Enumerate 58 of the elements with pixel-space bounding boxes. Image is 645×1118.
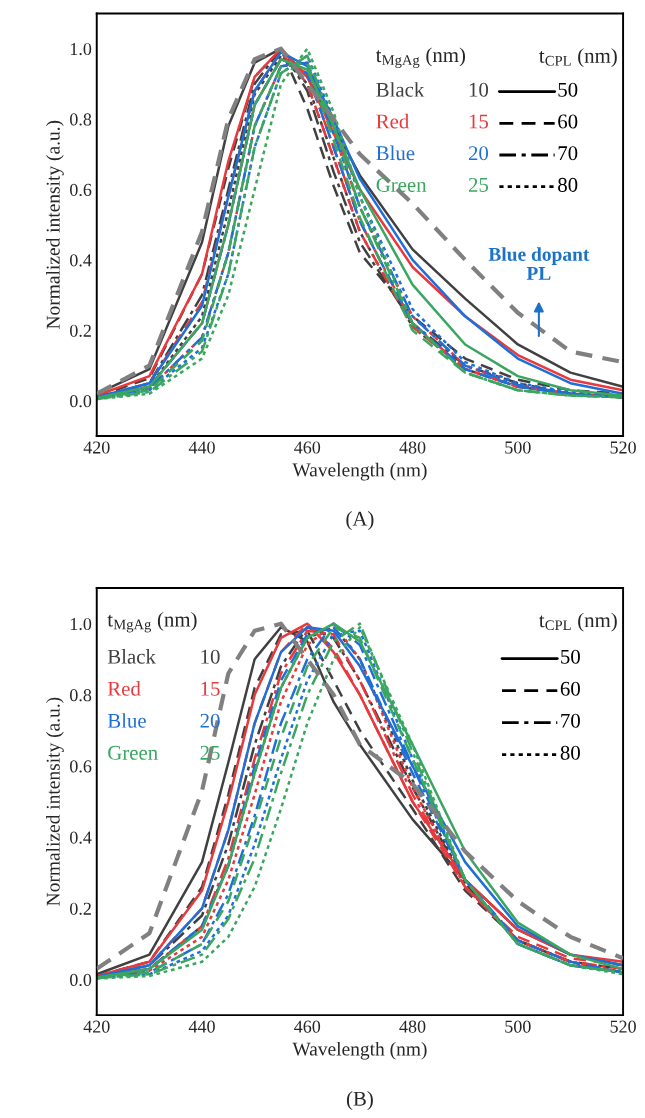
annotation: 15: [469, 114, 489, 129]
annotation: Green: [376, 177, 427, 192]
y-tick-label: 0.0: [70, 973, 92, 987]
y-tick-label: 0.4: [70, 831, 92, 844]
annotation: Blue dopant PL: [488, 247, 590, 280]
y-tick-label: 0.8: [70, 113, 92, 126]
y-tick-label: 1.0: [70, 42, 92, 56]
annotation: 20: [468, 146, 489, 161]
y-axis-title: Normalized intensity (a.u.): [46, 697, 64, 906]
x-axis-title: Wavelength (nm): [292, 1041, 427, 1060]
y-tick-label: 0.6: [70, 760, 92, 773]
text: (B): [346, 1091, 373, 1111]
annotation: 15: [201, 681, 220, 696]
y-tick-label: 0.8: [70, 689, 92, 702]
y-axis-title: Normalized intensity (a.u.): [46, 120, 64, 329]
x-tick-label: 480: [399, 1020, 426, 1033]
annotation: 60: [560, 681, 580, 696]
annotation: t$_{CPL}$ (nm): [539, 48, 617, 68]
x-tick-label: 420: [83, 1020, 110, 1033]
x-tick-label: 520: [610, 1020, 636, 1033]
annotation: Red: [107, 681, 141, 696]
y-tick-label: 0.6: [70, 183, 92, 197]
annotation: Blue: [107, 713, 146, 728]
annotation: 80: [560, 745, 580, 760]
x-tick-label: 420: [83, 441, 110, 454]
annotation: t$_{MgAg}$ (nm): [107, 611, 197, 633]
y-tick-label: 0.0: [70, 395, 92, 408]
annotation: 60: [558, 114, 578, 129]
x-tick-label: 440: [188, 1020, 215, 1033]
annotation: Black: [107, 649, 156, 664]
y-tick-label: 0.4: [70, 254, 92, 267]
annotation: 80: [558, 177, 578, 192]
text: (A): [346, 511, 374, 530]
annotation: 50: [561, 649, 580, 664]
annotation: 10: [469, 82, 489, 97]
annotation: 70: [558, 146, 578, 161]
x-tick-label: 440: [188, 441, 215, 454]
x-tick-label: 480: [399, 441, 426, 454]
annotation: 50: [558, 82, 578, 97]
x-tick-label: 500: [505, 441, 531, 454]
annotation: 25: [468, 177, 489, 192]
annotation: Green: [108, 745, 158, 760]
annotation: Blue: [376, 145, 415, 161]
x-axis-title: Wavelength (nm): [292, 462, 427, 481]
x-tick-label: 460: [294, 1020, 321, 1033]
annotation: Red: [376, 113, 409, 129]
y-tick-label: 1.0: [70, 617, 92, 631]
y-tick-label: 0.2: [70, 324, 91, 337]
x-tick-label: 520: [610, 441, 636, 454]
annotation: 20: [200, 713, 220, 728]
y-tick-label: 0.2: [70, 902, 91, 915]
x-tick-label: 460: [294, 441, 321, 454]
annotation: Black: [376, 82, 425, 97]
annotation: 70: [561, 713, 580, 728]
annotation: 10: [201, 649, 220, 664]
x-tick-label: 500: [505, 1020, 531, 1033]
annotation: t$_{CPL}$ (nm): [539, 612, 617, 632]
annotation: t$_{MgAg}$ (nm): [375, 47, 465, 68]
